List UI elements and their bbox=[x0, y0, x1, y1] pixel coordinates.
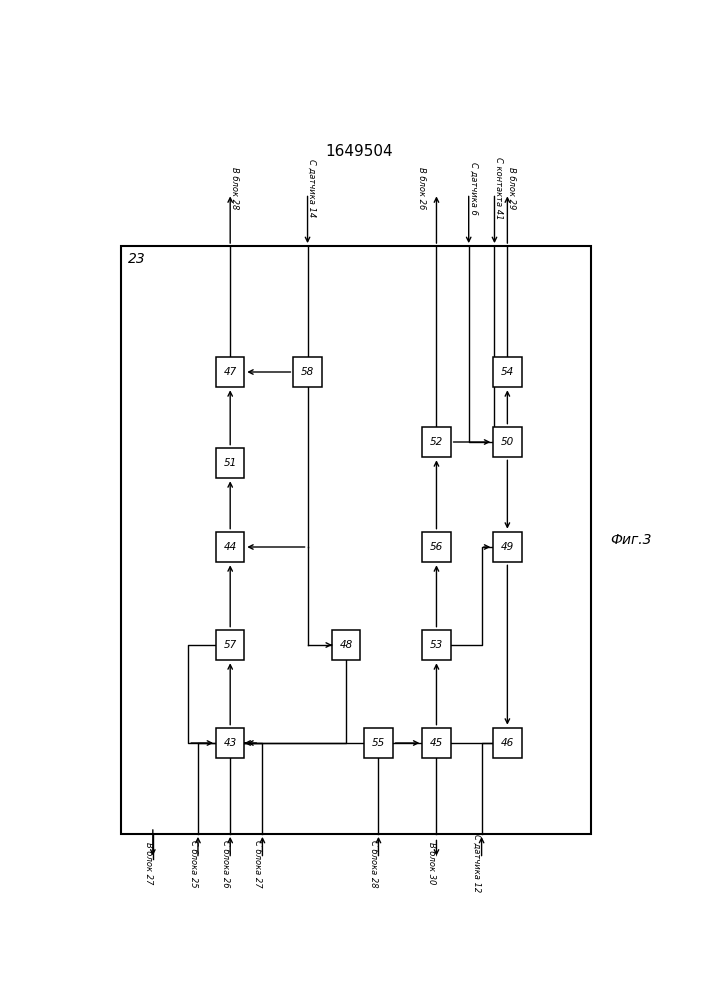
Bar bbox=[216, 728, 245, 758]
Text: 54: 54 bbox=[501, 367, 514, 377]
Text: 51: 51 bbox=[223, 458, 237, 468]
Text: 1649504: 1649504 bbox=[325, 144, 393, 159]
Bar bbox=[293, 357, 322, 387]
Text: С блока 28: С блока 28 bbox=[370, 840, 378, 887]
Bar bbox=[216, 630, 245, 660]
Text: 56: 56 bbox=[430, 542, 443, 552]
Text: В блок 30: В блок 30 bbox=[428, 842, 436, 885]
Text: В блок 28: В блок 28 bbox=[230, 167, 239, 210]
Text: 57: 57 bbox=[223, 640, 237, 650]
Text: 43: 43 bbox=[223, 738, 237, 748]
Text: 50: 50 bbox=[501, 437, 514, 447]
Bar bbox=[422, 630, 450, 660]
Text: 53: 53 bbox=[430, 640, 443, 650]
Text: В блок 27: В блок 27 bbox=[144, 842, 153, 885]
Text: С блока 25: С блока 25 bbox=[189, 840, 198, 887]
Text: 44: 44 bbox=[223, 542, 237, 552]
Text: С контакта 41: С контакта 41 bbox=[494, 157, 503, 220]
Text: 48: 48 bbox=[339, 640, 353, 650]
Text: С датчика 12: С датчика 12 bbox=[472, 834, 481, 893]
Text: 46: 46 bbox=[501, 738, 514, 748]
Bar bbox=[332, 630, 361, 660]
Bar bbox=[422, 728, 450, 758]
Text: С датчика 14: С датчика 14 bbox=[308, 159, 317, 218]
Text: 55: 55 bbox=[372, 738, 385, 748]
Text: 49: 49 bbox=[501, 542, 514, 552]
Bar bbox=[121, 246, 591, 834]
Bar bbox=[493, 427, 522, 457]
Bar bbox=[216, 532, 245, 562]
Text: 23: 23 bbox=[129, 252, 146, 266]
Text: В блок 29: В блок 29 bbox=[508, 167, 516, 210]
Bar bbox=[493, 532, 522, 562]
Bar bbox=[216, 448, 245, 478]
Text: В блок 26: В блок 26 bbox=[417, 167, 426, 210]
Bar bbox=[422, 427, 450, 457]
Text: 58: 58 bbox=[301, 367, 314, 377]
Text: С датчика 6: С датчика 6 bbox=[469, 162, 478, 215]
Bar bbox=[422, 532, 450, 562]
Text: 47: 47 bbox=[223, 367, 237, 377]
Text: 45: 45 bbox=[430, 738, 443, 748]
Text: С блока 26: С блока 26 bbox=[221, 840, 230, 887]
Text: С блока 27: С блока 27 bbox=[253, 840, 262, 887]
Bar bbox=[216, 357, 245, 387]
Bar bbox=[364, 728, 392, 758]
Bar bbox=[493, 357, 522, 387]
Text: 52: 52 bbox=[430, 437, 443, 447]
Bar bbox=[493, 728, 522, 758]
Text: Фиг.3: Фиг.3 bbox=[611, 533, 652, 547]
